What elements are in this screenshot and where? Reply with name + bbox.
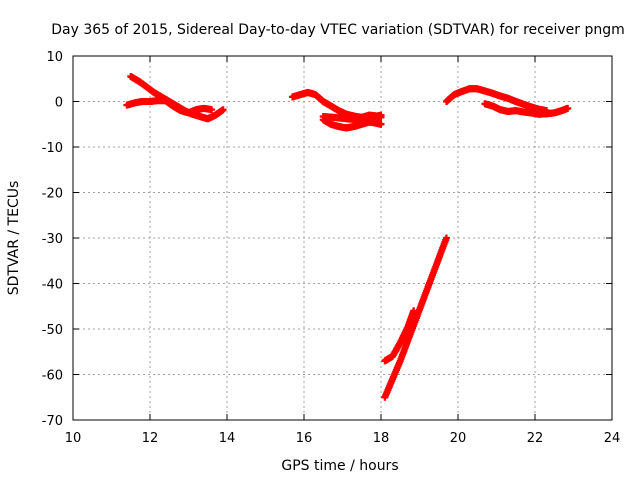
y-tick-label: 10 xyxy=(46,50,63,65)
y-tick-label: -30 xyxy=(42,232,63,247)
y-tick-label: -40 xyxy=(42,278,63,293)
data-series xyxy=(127,72,227,123)
data-point xyxy=(219,106,227,114)
y-tick-label: 0 xyxy=(55,96,63,111)
data-series xyxy=(442,85,551,115)
tick-labels: 10 12 14 16 18 20 22 24 10 0 -10 -20 -30 -40 -50 -60 -70 xyxy=(42,50,621,446)
x-tick-label: 16 xyxy=(296,431,313,446)
data-series xyxy=(319,116,385,132)
y-axis-label: SDTVAR / TECUs xyxy=(6,181,22,296)
y-tick-label: -20 xyxy=(42,187,63,202)
data-points xyxy=(123,72,572,401)
chart-title: Day 365 of 2015, Sidereal Day-to-day VTE… xyxy=(51,22,625,38)
data-point xyxy=(377,120,385,128)
data-series xyxy=(381,307,418,365)
x-tick-label: 12 xyxy=(142,431,159,446)
data-series xyxy=(481,100,572,118)
data-point xyxy=(410,307,418,315)
data-point xyxy=(208,106,216,114)
data-point xyxy=(442,234,450,242)
x-tick-label: 22 xyxy=(527,431,544,446)
y-tick-label: -10 xyxy=(42,141,63,156)
x-tick-label: 14 xyxy=(219,431,236,446)
x-axis-label: GPS time / hours xyxy=(281,458,398,474)
data-point xyxy=(377,111,385,119)
data-point xyxy=(564,104,572,112)
y-tick-label: -70 xyxy=(42,414,63,429)
y-tick-label: -60 xyxy=(42,369,63,384)
data-series xyxy=(381,234,450,401)
x-tick-label: 10 xyxy=(65,431,82,446)
x-tick-label: 18 xyxy=(373,431,390,446)
x-tick-label: 24 xyxy=(604,431,621,446)
data-series xyxy=(319,111,385,124)
y-tick-label: -50 xyxy=(42,323,63,338)
x-tick-label: 20 xyxy=(450,431,467,446)
plot-frame xyxy=(72,55,613,421)
